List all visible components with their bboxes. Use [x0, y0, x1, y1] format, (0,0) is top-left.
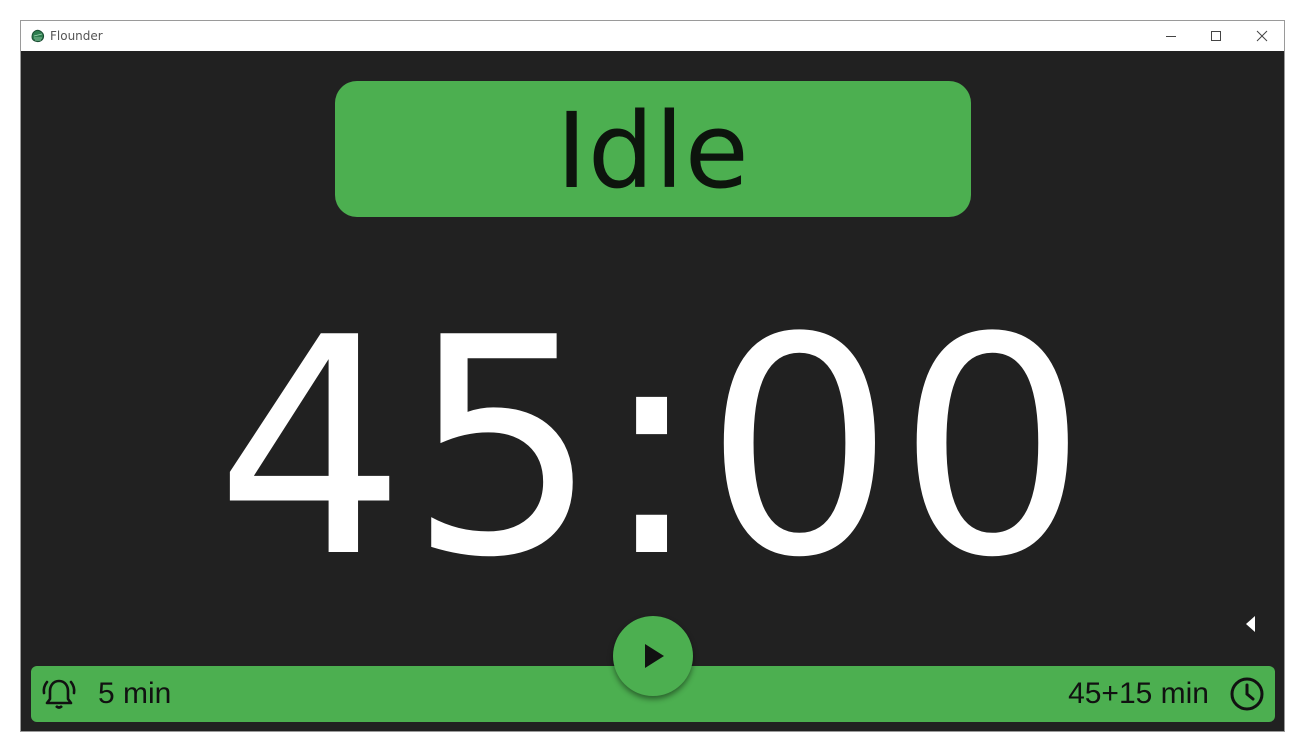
flounder-app-icon — [31, 29, 45, 43]
status-badge: Idle — [335, 81, 971, 217]
caret-left-icon[interactable] — [1243, 614, 1259, 634]
maximize-button[interactable] — [1193, 21, 1239, 51]
bell-icon[interactable] — [41, 676, 77, 712]
session-length-label[interactable]: 45+15 min — [1068, 677, 1209, 710]
minimize-icon — [1166, 36, 1176, 37]
status-label: Idle — [556, 90, 750, 212]
clock-icon[interactable] — [1229, 676, 1265, 712]
alarm-interval-label[interactable]: 5 min — [98, 677, 172, 710]
maximize-icon — [1211, 31, 1221, 41]
minimize-button[interactable] — [1148, 21, 1194, 51]
countdown-timer: 45:00 — [215, 274, 1090, 623]
close-icon — [1256, 30, 1268, 42]
close-button[interactable] — [1239, 21, 1284, 51]
title-bar[interactable]: Flounder — [21, 21, 1284, 51]
window-title: Flounder — [50, 29, 103, 43]
main-content: Idle 45:00 5 min 45+15 min — [21, 51, 1284, 731]
play-button[interactable] — [613, 616, 693, 696]
play-icon — [645, 644, 664, 668]
app-window: Flounder Idle 45:00 — [20, 20, 1285, 732]
